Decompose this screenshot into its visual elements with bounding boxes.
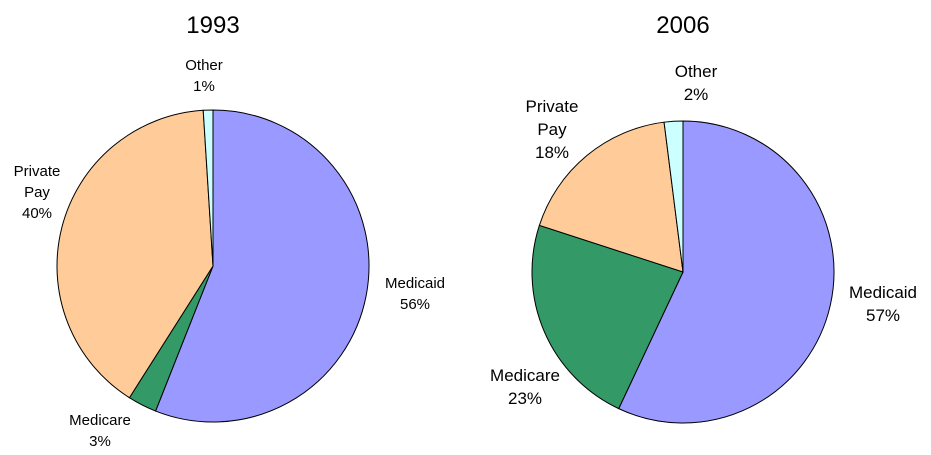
slice-label: Private Pay <box>526 97 579 139</box>
pie-slice <box>531 224 684 410</box>
pie-slice <box>618 120 835 424</box>
pie-slice <box>56 109 214 399</box>
slice-value-label: 1% <box>193 78 215 95</box>
pie-slice <box>154 109 370 423</box>
slice-value-label: 3% <box>89 433 111 450</box>
slice-label: Other <box>675 62 718 81</box>
slice-label: Other <box>185 57 223 74</box>
slice-label: Medicare <box>69 412 131 429</box>
slice-value-label: 57% <box>866 306 900 325</box>
slice-value-label: 56% <box>400 296 430 313</box>
pie-slice <box>538 121 684 273</box>
slice-label: Private Pay <box>14 163 61 201</box>
chart-title: 2006 <box>656 12 709 39</box>
slice-value-label: 40% <box>22 205 52 222</box>
slice-value-label: 18% <box>535 143 569 162</box>
slice-value-label: 23% <box>508 389 542 408</box>
slice-label: Medicaid <box>849 283 917 302</box>
slice-label: Medicare <box>490 366 560 385</box>
pie-slice <box>663 120 684 273</box>
slice-label: Medicaid <box>385 275 445 292</box>
chart-title: 1993 <box>186 12 239 39</box>
pie-slice <box>202 109 214 267</box>
slice-value-label: 2% <box>684 85 709 104</box>
